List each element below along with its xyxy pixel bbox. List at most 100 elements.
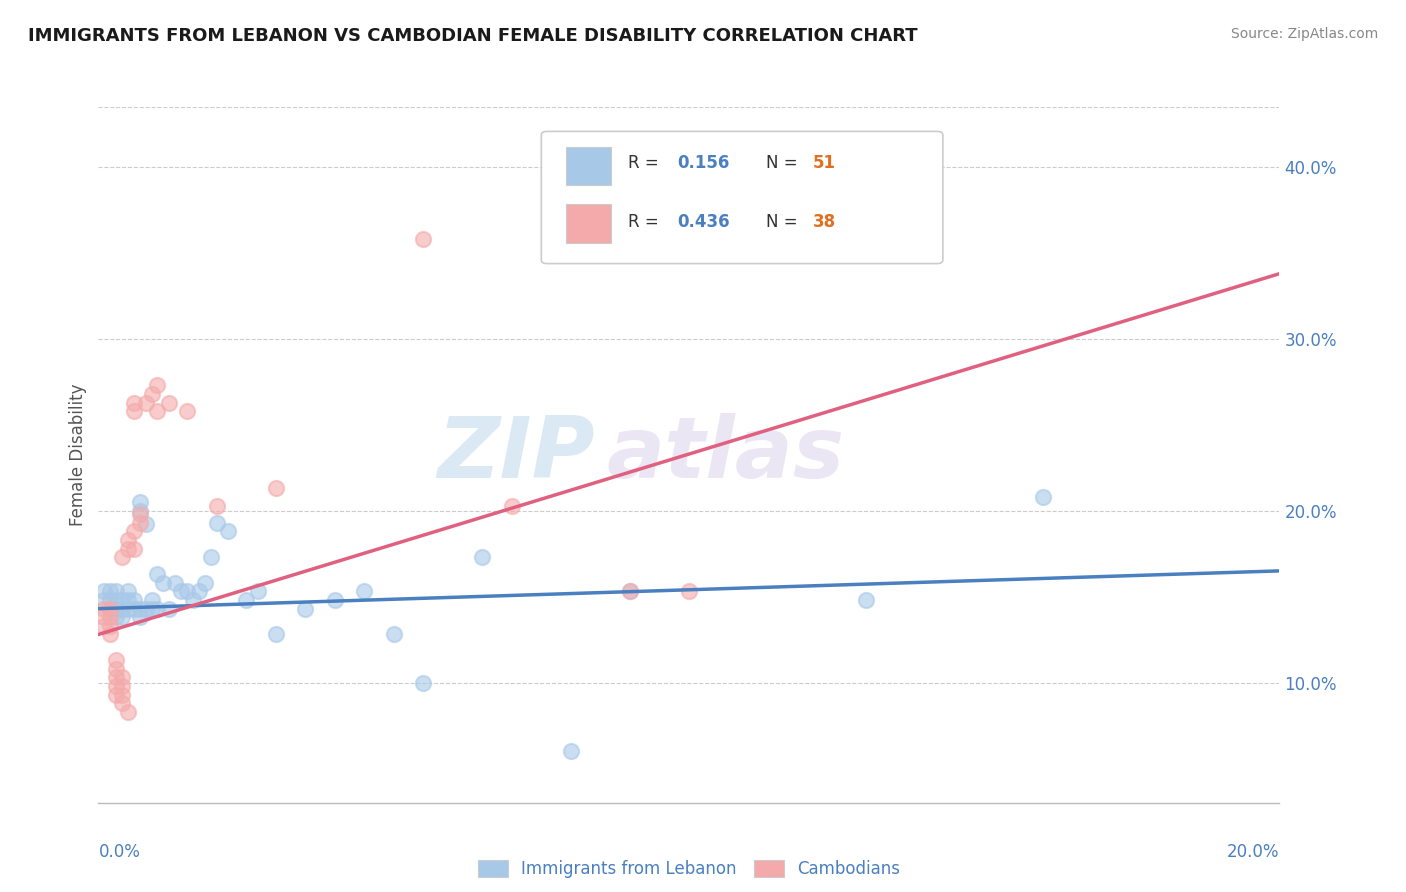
Point <box>264 627 287 641</box>
Point <box>111 670 134 684</box>
Point <box>141 387 163 401</box>
Text: 38: 38 <box>813 213 837 231</box>
Point <box>323 593 346 607</box>
Point <box>105 610 128 624</box>
Point <box>117 593 139 607</box>
Point <box>412 675 434 690</box>
Point <box>205 499 228 513</box>
Point <box>105 688 128 702</box>
Point <box>122 404 145 418</box>
Point <box>146 567 169 582</box>
Point <box>217 524 239 539</box>
Point <box>111 610 134 624</box>
Point <box>205 516 228 530</box>
Point <box>141 593 163 607</box>
Text: 0.156: 0.156 <box>678 153 730 171</box>
Point <box>146 378 169 392</box>
Point <box>98 584 121 599</box>
Point <box>382 627 405 641</box>
Point <box>117 584 139 599</box>
Point <box>135 601 157 615</box>
Point <box>105 601 128 615</box>
Point <box>98 627 121 641</box>
Point <box>176 584 198 599</box>
Point <box>98 601 121 615</box>
Point <box>855 593 877 607</box>
Point <box>176 404 198 418</box>
Point <box>412 232 434 246</box>
Point <box>501 499 523 513</box>
Text: N =: N = <box>766 153 803 171</box>
Point <box>146 404 169 418</box>
FancyBboxPatch shape <box>567 204 612 243</box>
Point <box>111 593 134 607</box>
Point <box>128 601 150 615</box>
Point <box>1032 490 1054 504</box>
Point <box>619 584 641 599</box>
Point <box>111 679 134 693</box>
Point <box>128 516 150 530</box>
Point <box>294 601 316 615</box>
Text: Source: ZipAtlas.com: Source: ZipAtlas.com <box>1230 27 1378 41</box>
Point <box>98 619 121 633</box>
Text: 51: 51 <box>813 153 837 171</box>
Point <box>105 662 128 676</box>
Point <box>122 541 145 556</box>
Point <box>141 601 163 615</box>
Point <box>93 601 115 615</box>
Text: N =: N = <box>766 213 803 231</box>
Point <box>122 524 145 539</box>
Text: atlas: atlas <box>606 413 845 497</box>
Point <box>98 593 121 607</box>
Point <box>135 517 157 532</box>
Point <box>122 593 145 607</box>
Point <box>111 601 134 615</box>
FancyBboxPatch shape <box>567 146 612 185</box>
Point <box>157 395 180 409</box>
Point <box>157 601 180 615</box>
Point <box>619 584 641 599</box>
Point <box>93 584 115 599</box>
Point <box>111 696 134 710</box>
Point <box>187 584 209 599</box>
Point <box>98 601 121 615</box>
Text: 0.0%: 0.0% <box>98 843 141 861</box>
Point <box>117 533 139 547</box>
Text: 0.436: 0.436 <box>678 213 730 231</box>
Legend: Immigrants from Lebanon, Cambodians: Immigrants from Lebanon, Cambodians <box>471 854 907 885</box>
Text: IMMIGRANTS FROM LEBANON VS CAMBODIAN FEMALE DISABILITY CORRELATION CHART: IMMIGRANTS FROM LEBANON VS CAMBODIAN FEM… <box>28 27 918 45</box>
Point <box>560 744 582 758</box>
Text: ZIP: ZIP <box>437 413 595 497</box>
Point <box>200 550 222 565</box>
Point <box>152 575 174 590</box>
Point <box>235 593 257 607</box>
Point <box>128 495 150 509</box>
Point <box>170 584 193 599</box>
Point <box>105 653 128 667</box>
Point <box>111 550 134 565</box>
Point <box>98 610 121 624</box>
Point <box>146 601 169 615</box>
Point <box>128 610 150 624</box>
Point <box>93 593 115 607</box>
FancyBboxPatch shape <box>541 131 943 263</box>
Point <box>105 584 128 599</box>
Point <box>117 541 139 556</box>
Point <box>105 679 128 693</box>
Point <box>117 601 139 615</box>
Point <box>128 507 150 521</box>
Point <box>135 395 157 409</box>
Point <box>128 504 150 518</box>
Point <box>122 601 145 615</box>
Text: R =: R = <box>627 213 664 231</box>
Text: 20.0%: 20.0% <box>1227 843 1279 861</box>
Point <box>165 575 187 590</box>
Point <box>471 550 494 565</box>
Point <box>246 584 269 599</box>
Point <box>122 395 145 409</box>
Y-axis label: Female Disability: Female Disability <box>69 384 87 526</box>
Point <box>678 584 700 599</box>
Point <box>105 670 128 684</box>
Text: R =: R = <box>627 153 664 171</box>
Point <box>353 584 375 599</box>
